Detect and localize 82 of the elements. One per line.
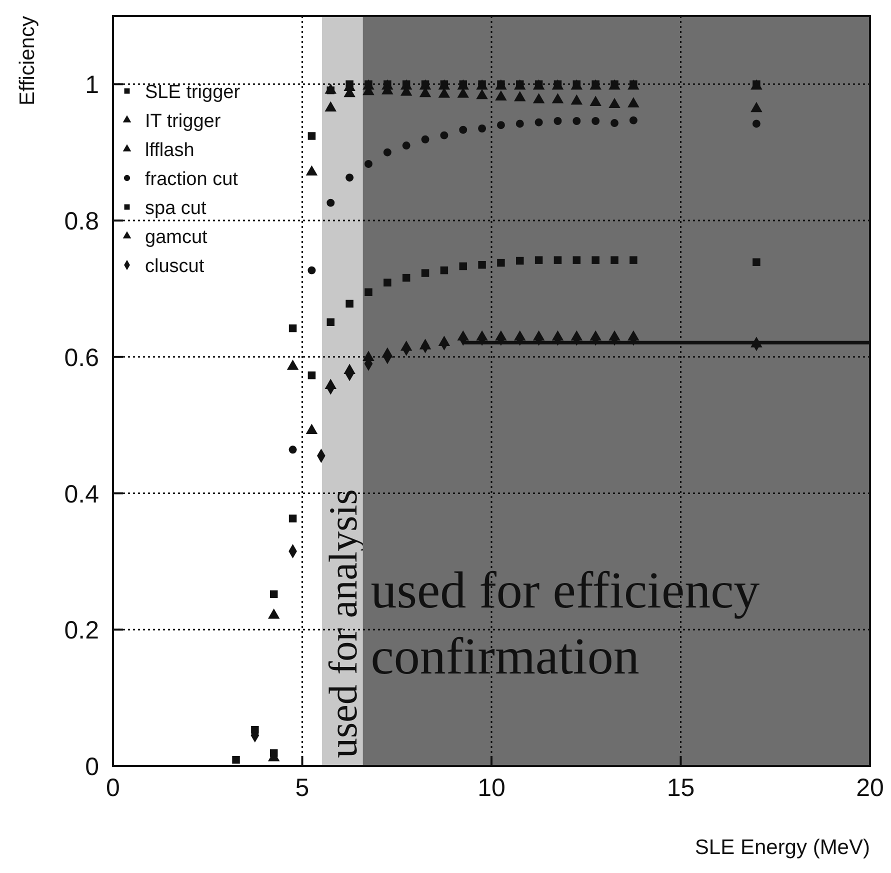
point [384,278,392,286]
point [306,165,318,176]
point [288,324,297,332]
y-tick-label: 0 [85,753,99,781]
legend-label: SLE trigger [145,82,241,103]
point [308,266,316,274]
y-axis-title: Efficiency [16,16,39,106]
point [346,300,354,308]
point [270,590,278,598]
x-axis-title: SLE Energy (MeV) [694,836,870,859]
legend-label: spa cut [145,198,207,219]
point [750,102,762,112]
band-label: used for efficiency confirmation [370,562,760,686]
x-tick-label: 5 [295,774,310,802]
point [402,142,410,150]
y-tick-label: 0.2 [64,616,99,645]
point [364,160,372,168]
point [364,288,372,296]
point [308,371,316,380]
x-tick-label: 15 [666,774,695,802]
point [516,120,524,128]
point [288,446,297,454]
x-tick-label: 10 [478,774,506,802]
point [532,93,545,104]
point [286,360,299,370]
point [308,132,316,140]
x-tick-label: 0 [106,774,120,802]
point [628,97,640,108]
point [326,198,335,207]
legend-label: lfflash [145,140,194,161]
point [554,117,562,125]
point [752,120,760,128]
y-tick-label: 1 [85,71,99,100]
point [232,756,240,764]
point [552,93,564,104]
point [572,256,581,264]
point [324,84,337,94]
point [630,256,638,264]
point [572,117,581,125]
y-tick-label: 0.4 [64,480,100,508]
point [268,608,280,619]
point [752,258,760,266]
point [476,88,488,100]
point [440,131,448,140]
y-tick-label: 0.8 [64,208,99,236]
point [324,101,337,112]
point [534,118,543,126]
point [592,256,600,264]
point [554,256,562,264]
point [610,256,618,264]
point [440,266,448,274]
point [495,90,507,101]
point [592,117,600,125]
point [421,269,430,277]
point [608,98,620,108]
point [459,126,468,134]
point [402,274,410,282]
point [496,121,505,130]
legend-label: gamcut [145,227,208,248]
point [570,94,583,105]
point [497,258,505,267]
point [478,260,486,269]
point [421,135,430,144]
point [459,262,467,270]
legend-label: fraction cut [145,169,239,190]
point [306,424,318,434]
y-tick-label: 0.6 [64,344,99,372]
band-label: used for analysis [320,489,366,758]
point [610,119,618,128]
point [383,148,392,156]
point [534,256,543,264]
legend-label: cluscut [145,256,205,277]
point [288,514,297,522]
point [346,174,354,182]
point [514,91,526,102]
point [629,116,638,124]
point [326,318,335,326]
point [516,256,524,265]
point [590,96,602,106]
x-tick-label: 20 [856,774,884,802]
legend-label: IT trigger [145,111,222,132]
point [478,124,486,132]
